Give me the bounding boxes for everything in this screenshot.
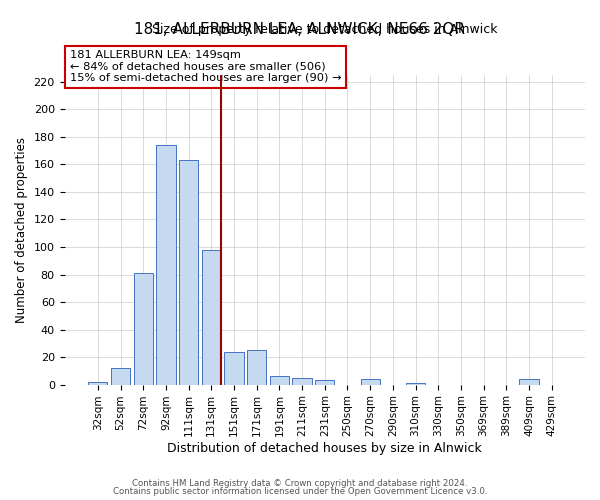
Bar xyxy=(361,379,380,384)
Bar xyxy=(224,352,244,384)
Bar xyxy=(406,383,425,384)
Bar xyxy=(179,160,198,384)
Bar xyxy=(270,376,289,384)
Title: Size of property relative to detached houses in Alnwick: Size of property relative to detached ho… xyxy=(152,24,497,36)
Text: Contains HM Land Registry data © Crown copyright and database right 2024.: Contains HM Land Registry data © Crown c… xyxy=(132,478,468,488)
Bar xyxy=(315,380,334,384)
Text: 181, ALLERBURN LEA, ALNWICK, NE66 2QR: 181, ALLERBURN LEA, ALNWICK, NE66 2QR xyxy=(134,22,466,38)
Text: Contains public sector information licensed under the Open Government Licence v3: Contains public sector information licen… xyxy=(113,487,487,496)
Bar xyxy=(156,145,176,384)
Bar xyxy=(134,273,153,384)
Bar xyxy=(292,378,312,384)
Bar xyxy=(520,379,539,384)
Text: 181 ALLERBURN LEA: 149sqm
← 84% of detached houses are smaller (506)
15% of semi: 181 ALLERBURN LEA: 149sqm ← 84% of detac… xyxy=(70,50,341,84)
Bar xyxy=(247,350,266,384)
Bar xyxy=(88,382,107,384)
Bar xyxy=(111,368,130,384)
Bar xyxy=(202,250,221,384)
Y-axis label: Number of detached properties: Number of detached properties xyxy=(15,137,28,323)
X-axis label: Distribution of detached houses by size in Alnwick: Distribution of detached houses by size … xyxy=(167,442,482,455)
